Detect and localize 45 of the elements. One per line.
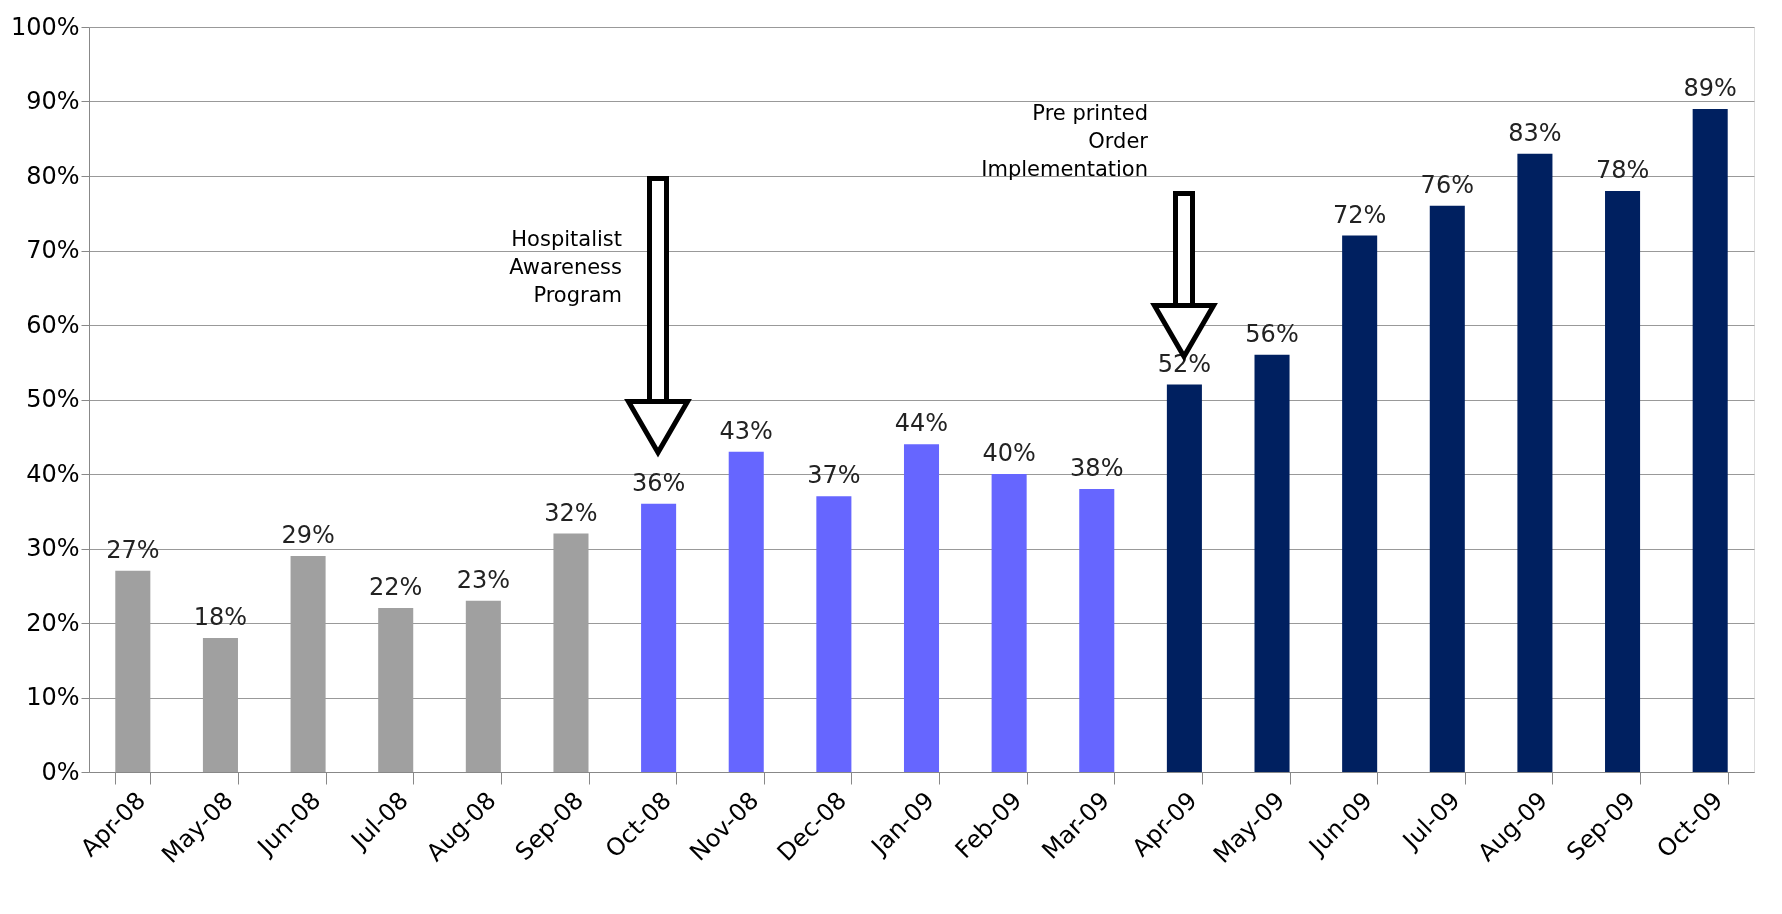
y-tick-label: 40% [26, 459, 80, 488]
bar [816, 496, 852, 772]
bar [1079, 488, 1115, 772]
data-label: 37% [807, 461, 861, 490]
y-tick-label: 0% [41, 757, 80, 786]
bar [1254, 354, 1290, 772]
y-tick-label: 70% [26, 236, 80, 264]
data-label: 36% [631, 468, 686, 497]
data-label: 27% [106, 535, 160, 564]
data-label: 29% [281, 520, 335, 549]
bar [728, 451, 764, 772]
data-label: 40% [982, 439, 1036, 467]
bar [1166, 384, 1202, 772]
bar [903, 444, 940, 772]
y-tick-label: 20% [26, 608, 80, 637]
bar [1429, 205, 1465, 772]
y-tick-label: 90% [26, 87, 80, 115]
y-tick-label: 100% [10, 12, 80, 41]
annotation: Hospitalist Awareness Program [509, 227, 622, 307]
data-label: 72% [1332, 200, 1387, 229]
annotation: Pre printed Order Implementation [981, 101, 1149, 181]
data-label: 78% [1595, 155, 1650, 184]
data-label: 32% [544, 498, 598, 527]
data-label: 18% [193, 602, 248, 631]
data-label: 76% [1420, 170, 1474, 199]
data-label: 23% [456, 565, 511, 594]
bar [1342, 235, 1378, 772]
y-tick-label: 80% [26, 161, 80, 190]
bar [1517, 153, 1553, 772]
data-label: 52% [1157, 349, 1212, 378]
bar [641, 503, 677, 772]
bar [1692, 108, 1728, 772]
data-label: 44% [894, 409, 949, 438]
data-label: 56% [1245, 319, 1299, 348]
y-tick-label: 60% [26, 310, 80, 339]
y-tick-label: 30% [26, 534, 80, 562]
data-label: 83% [1508, 118, 1562, 147]
bar [991, 474, 1027, 772]
data-label: 43% [719, 416, 773, 445]
y-tick-label: 50% [26, 385, 80, 413]
bar [1605, 190, 1641, 772]
data-label: 89% [1683, 73, 1737, 102]
data-label: 38% [1070, 453, 1124, 482]
data-label: 22% [369, 573, 423, 602]
y-tick-label: 10% [26, 683, 80, 711]
